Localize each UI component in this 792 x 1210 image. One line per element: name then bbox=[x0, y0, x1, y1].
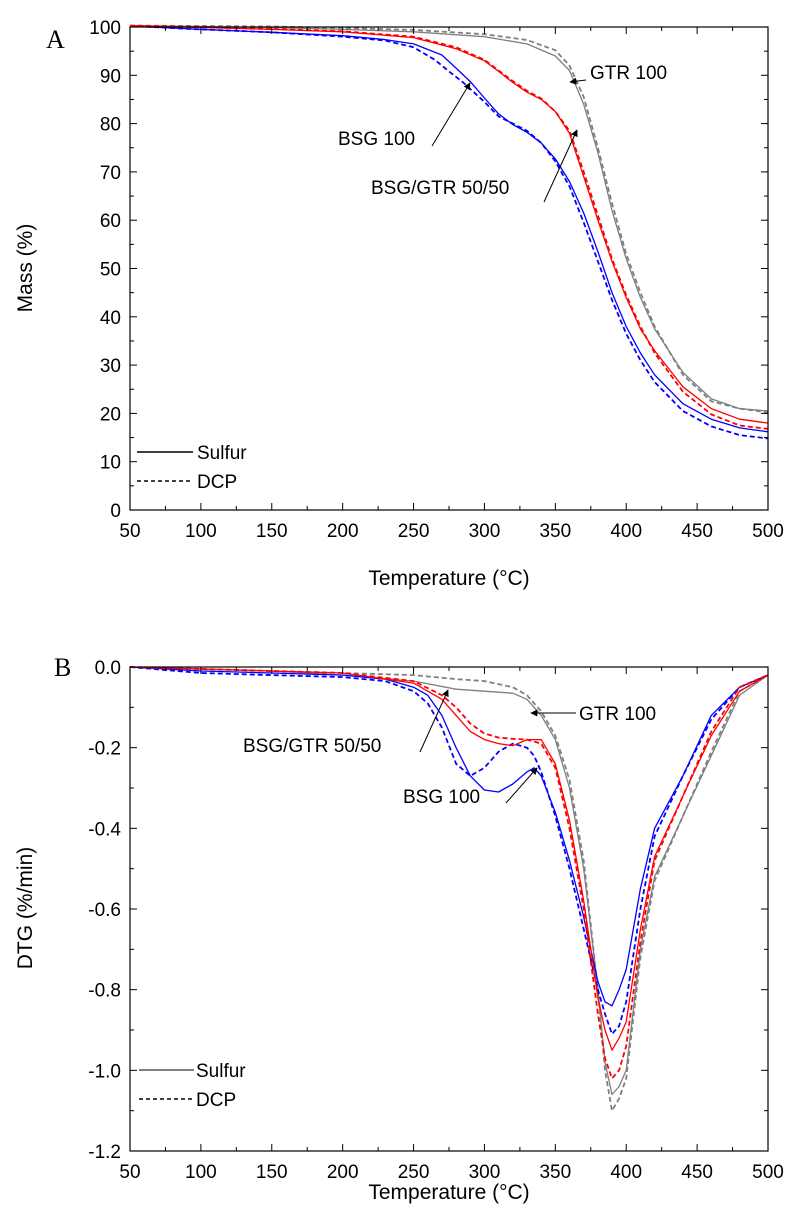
annotation-label-gtr-100: GTR 100 bbox=[590, 63, 667, 84]
annotation-label-bsg-100: BSG 100 bbox=[338, 129, 415, 150]
panel-a-letter: A bbox=[46, 25, 65, 54]
y-tick-label: 90 bbox=[100, 66, 121, 87]
annotation-arrow-bsg-gtr bbox=[543, 129, 578, 203]
panel-a-axes: 50 100 150 200 250 300 350 400 450 500 0 10 20 30 40 50… bbox=[89, 18, 784, 542]
y-tick-label: 30 bbox=[100, 356, 121, 377]
y-tick-label: -0.6 bbox=[88, 900, 121, 921]
annotation-arrow-bsg-gtr bbox=[419, 689, 449, 753]
series-gtr-100-dcp-line bbox=[129, 24, 769, 414]
y-tick-label: 40 bbox=[100, 308, 121, 329]
panel-a-plot-frame bbox=[129, 26, 769, 511]
series-gtr-100-sulfur-line bbox=[129, 24, 769, 412]
legend-label-dcp: DCP bbox=[196, 1090, 236, 1111]
x-tick-label: 50 bbox=[119, 1162, 140, 1183]
panel-b-y-axis-title: DTG (%/min) bbox=[14, 847, 37, 970]
y-tick-label: 50 bbox=[100, 260, 121, 281]
annotation-label-bsg-gtr: BSG/GTR 50/50 bbox=[371, 178, 509, 199]
y-tick-label: -0.4 bbox=[88, 819, 121, 840]
annotation-label-bsg-100: BSG 100 bbox=[403, 787, 480, 808]
panel-b-x-axis-title: Temperature (°C) bbox=[368, 1181, 529, 1204]
panel-b-axes: 50 100 150 200 250 300 350 400 450 500 0.0 -0.2 -0.4… bbox=[88, 658, 784, 1183]
annotation-arrow-bsg-100 bbox=[505, 767, 538, 804]
x-tick-label: 150 bbox=[256, 521, 288, 542]
y-tick-label: -1.0 bbox=[88, 1061, 121, 1082]
x-tick-label: 100 bbox=[185, 521, 217, 542]
panel-a-x-axis-title: Temperature (°C) bbox=[368, 567, 529, 590]
panel-a-y-axis-title: Mass (%) bbox=[14, 224, 37, 313]
series-gtr-100-dcp-line bbox=[129, 666, 769, 1112]
series-bsg-gtr-50-50-sulfur-line bbox=[129, 666, 769, 1051]
series-bsg-100-sulfur-line bbox=[129, 25, 769, 433]
panel-b-legend: Sulfur DCP bbox=[139, 1061, 246, 1111]
panel-a-series bbox=[129, 24, 769, 440]
x-tick-label: 100 bbox=[185, 1162, 217, 1183]
y-tick-label: 70 bbox=[100, 163, 121, 184]
x-tick-label: 450 bbox=[681, 1162, 713, 1183]
series-bsg-gtr-50-50-dcp-line bbox=[129, 24, 769, 430]
legend-label-sulfur: Sulfur bbox=[197, 443, 247, 464]
series-bsg-100-dcp-line bbox=[129, 666, 769, 1035]
panel-b-annotations: GTR 100 BSG/GTR 50/50 BSG 100 bbox=[243, 689, 656, 808]
x-tick-label: 500 bbox=[752, 1162, 784, 1183]
x-tick-label: 450 bbox=[681, 521, 713, 542]
y-tick-label: 0.0 bbox=[95, 658, 121, 679]
annotation-label-bsg-gtr: BSG/GTR 50/50 bbox=[243, 736, 381, 757]
y-tick-label: 60 bbox=[100, 211, 121, 232]
x-tick-label: 300 bbox=[469, 1162, 501, 1183]
panel-b-letter: B bbox=[54, 653, 71, 682]
x-tick-label: 200 bbox=[327, 1162, 359, 1183]
x-tick-label: 50 bbox=[119, 521, 140, 542]
annotation-arrow-bsg-100 bbox=[431, 82, 471, 147]
y-tick-label: 100 bbox=[89, 18, 121, 39]
annotation-label-gtr-100: GTR 100 bbox=[579, 704, 656, 725]
legend-label-sulfur: Sulfur bbox=[196, 1061, 246, 1082]
annotation-arrow-gtr-100 bbox=[569, 77, 587, 85]
panel-a-mass-chart: A 50 100 150 200 250 300 350 400 450 500 0 10 20 30 40… bbox=[14, 18, 784, 590]
y-tick-label: -0.8 bbox=[88, 981, 121, 1002]
x-tick-label: 400 bbox=[610, 1162, 642, 1183]
x-tick-label: 250 bbox=[398, 1162, 430, 1183]
y-tick-label: 10 bbox=[100, 453, 121, 474]
legend-label-dcp: DCP bbox=[197, 472, 237, 493]
x-tick-label: 350 bbox=[539, 1162, 571, 1183]
y-tick-label: -1.2 bbox=[88, 1142, 121, 1163]
x-tick-label: 150 bbox=[256, 1162, 288, 1183]
x-tick-label: 400 bbox=[610, 521, 642, 542]
series-bsg-gtr-50-50-sulfur-line bbox=[129, 24, 769, 424]
y-tick-label: 80 bbox=[100, 115, 121, 136]
y-tick-label: 0 bbox=[110, 501, 121, 522]
x-tick-label: 350 bbox=[539, 521, 571, 542]
panel-a-annotations: GTR 100 BSG 100 BSG/GTR 50/50 bbox=[338, 63, 667, 203]
x-tick-label: 250 bbox=[398, 521, 430, 542]
series-bsg-gtr-50-50-dcp-line bbox=[129, 666, 769, 1080]
x-tick-label: 300 bbox=[469, 521, 501, 542]
series-bsg-100-dcp-line bbox=[129, 25, 769, 440]
x-tick-label: 200 bbox=[327, 521, 359, 542]
series-bsg-100-sulfur-line bbox=[129, 666, 769, 1007]
y-tick-label: -0.2 bbox=[88, 739, 121, 760]
x-tick-label: 500 bbox=[752, 521, 784, 542]
panel-a-legend: Sulfur DCP bbox=[137, 443, 247, 493]
panel-b-dtg-chart: B 50 100 150 200 250 300 350 400 450 500 0.0 -0.2 -0… bbox=[14, 653, 784, 1204]
y-tick-label: 20 bbox=[100, 404, 121, 425]
panel-b-series bbox=[129, 666, 769, 1112]
